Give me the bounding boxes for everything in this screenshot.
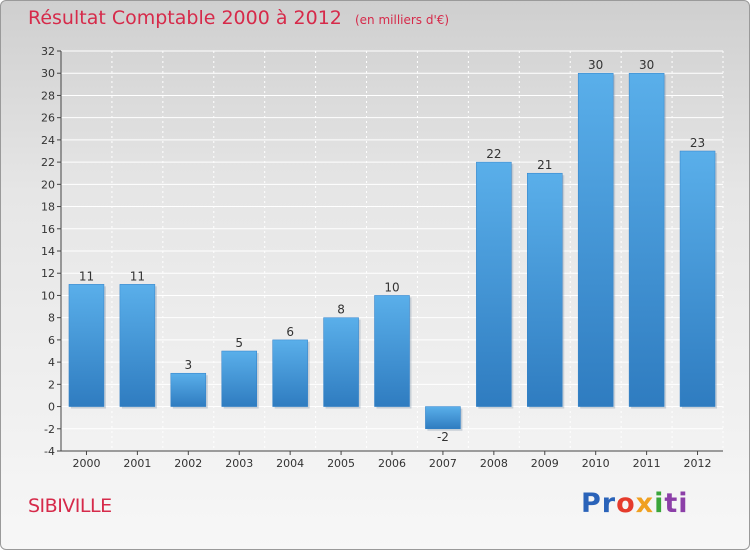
value-label-2003: 5 xyxy=(235,336,243,350)
x-tick-label-2004: 2004 xyxy=(276,457,304,470)
value-label-2000: 11 xyxy=(79,269,94,283)
bar-2011 xyxy=(628,72,665,407)
value-label-2005: 8 xyxy=(337,303,345,317)
bar-2012 xyxy=(679,150,716,407)
x-tick-label-2009: 2009 xyxy=(531,457,559,470)
x-tick-label-2001: 2001 xyxy=(123,457,151,470)
value-label-2007: -2 xyxy=(437,430,449,444)
chart-title: Résultat Comptable 2000 à 2012 (en milli… xyxy=(28,7,449,29)
y-tick-label: 10 xyxy=(41,289,55,302)
logo-part-3: x xyxy=(635,488,655,519)
x-tick-label-2010: 2010 xyxy=(582,457,610,470)
y-tick-label: -4 xyxy=(44,445,55,458)
y-tick-label: 0 xyxy=(48,401,55,414)
x-tick-label-2005: 2005 xyxy=(327,457,355,470)
x-tick-label-2012: 2012 xyxy=(684,457,712,470)
proxiti-logo: Proxiti xyxy=(581,488,689,519)
x-tick-label-2006: 2006 xyxy=(378,457,406,470)
chart-title-main: Résultat Comptable 2000 à 2012 xyxy=(28,7,342,29)
value-label-2008: 22 xyxy=(486,147,501,161)
y-tick-label: -2 xyxy=(44,423,55,436)
x-tick-label-2002: 2002 xyxy=(174,457,202,470)
value-label-2009: 21 xyxy=(537,158,552,172)
y-tick-label: 24 xyxy=(41,134,55,147)
x-tick-label-2011: 2011 xyxy=(633,457,661,470)
y-tick-label: 16 xyxy=(41,223,55,236)
logo-part-5: ti xyxy=(664,488,689,519)
bar-2010 xyxy=(577,72,614,407)
y-tick-label: 30 xyxy=(41,67,55,80)
value-label-2004: 6 xyxy=(286,325,294,339)
value-label-2011: 30 xyxy=(639,58,654,72)
y-tick-label: 4 xyxy=(48,356,55,369)
y-tick-label: 18 xyxy=(41,201,55,214)
bar-2006 xyxy=(374,295,410,407)
bar-2009 xyxy=(527,172,563,407)
logo-part-4: i xyxy=(654,488,665,519)
value-label-2002: 3 xyxy=(184,358,192,372)
x-tick-label-2000: 2000 xyxy=(72,457,100,470)
bar-2004 xyxy=(272,339,308,407)
value-label-2012: 23 xyxy=(690,136,705,150)
y-tick-label: 6 xyxy=(48,334,55,347)
bar-2005 xyxy=(323,317,359,407)
bar-2001 xyxy=(119,284,156,407)
y-tick-label: 20 xyxy=(41,178,55,191)
x-tick-label-2003: 2003 xyxy=(225,457,253,470)
y-tick-label: 2 xyxy=(48,378,55,391)
y-tick-label: 14 xyxy=(41,245,55,258)
y-tick-label: 12 xyxy=(41,267,55,280)
chart-unit: (en milliers d'€) xyxy=(354,13,450,27)
value-label-2001: 11 xyxy=(130,269,145,283)
value-label-2006: 10 xyxy=(384,280,399,294)
bar-2008 xyxy=(476,161,512,407)
y-tick-label: 26 xyxy=(41,112,55,125)
x-tick-label-2007: 2007 xyxy=(429,457,457,470)
logo-part-1: Pr xyxy=(581,488,617,519)
bar-2007 xyxy=(425,406,461,430)
logo-part-2: o xyxy=(616,488,636,519)
y-tick-label: 22 xyxy=(41,156,55,169)
commune-name: SIBIVILLE xyxy=(28,495,112,517)
bar-2000 xyxy=(68,284,105,407)
value-label-2010: 30 xyxy=(588,58,603,72)
y-tick-label: 32 xyxy=(41,45,55,58)
bar-2003 xyxy=(221,350,257,407)
y-tick-label: 28 xyxy=(41,89,55,102)
x-tick-label-2008: 2008 xyxy=(480,457,508,470)
y-tick-label: 8 xyxy=(48,312,55,325)
bar-2002 xyxy=(170,372,207,407)
